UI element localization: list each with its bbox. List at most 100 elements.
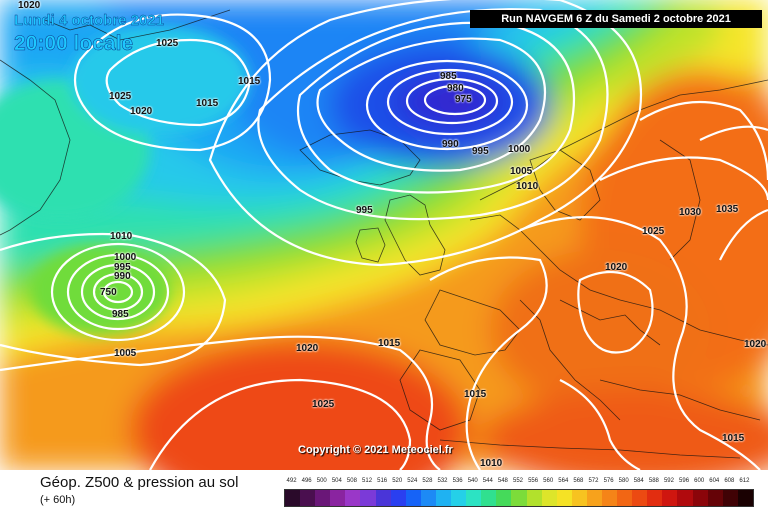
isobar-label: 1015 — [722, 433, 745, 444]
color-scale-tick: 528 — [422, 478, 433, 484]
isobar-label: 1015 — [378, 338, 401, 349]
color-scale-cell — [330, 490, 346, 506]
color-scale-tick: 608 — [724, 478, 735, 484]
isobar-label: 1015 — [464, 389, 487, 400]
weather-map: Lundi 4 octobre 2021 20:00 locale Run NA… — [0, 0, 768, 470]
color-scale-cell — [707, 490, 723, 506]
color-scale-cell — [571, 490, 587, 506]
isobar-label: 1025 — [109, 91, 132, 102]
color-scale-cell — [360, 490, 376, 506]
isobar-label: 1010 — [110, 231, 133, 242]
color-scale-cell — [451, 490, 467, 506]
color-scale-cell — [601, 490, 618, 506]
color-scale-cell — [300, 490, 316, 506]
color-scale-tick: 576 — [603, 478, 614, 484]
color-scale-tick: 552 — [512, 478, 524, 484]
color-scale-ticks: 492 496 500 504 508 512 516 520 524 528 532 536 540 5… — [284, 478, 752, 488]
color-scale-cell — [375, 490, 391, 506]
isobar-label: 995 — [472, 146, 489, 157]
color-scale-cell — [662, 490, 678, 506]
isobar-label: 1020 — [130, 106, 153, 117]
copyright-notice: Copyright © 2021 Meteociel.fr — [298, 444, 453, 456]
color-scale-tick: 596 — [679, 478, 690, 484]
forecast-local-time: 20:00 locale — [14, 32, 134, 56]
color-scale-cell — [390, 490, 406, 506]
color-scale-tick: 508 — [346, 478, 357, 484]
isobar-label: 995 — [114, 262, 131, 273]
color-scale-cell — [632, 490, 648, 506]
color-scale-tick: 516 — [377, 478, 388, 484]
color-scale-cell — [647, 490, 663, 506]
isobar-label: 975 — [455, 94, 472, 105]
color-scale-tick: 540 — [467, 478, 478, 484]
color-scale-tick: 504 — [331, 478, 342, 484]
color-scale-tick: 492 — [286, 478, 297, 484]
isobar-label: 1000 — [508, 144, 531, 155]
isobar-label: 980 — [447, 83, 464, 94]
color-scale-cell — [315, 490, 331, 506]
isobars — [0, 0, 768, 470]
isobar-label: 1010 — [480, 458, 503, 469]
isobar-label: 1025 — [642, 226, 665, 237]
color-scale-tick: 560 — [543, 478, 554, 484]
geopotential-field — [0, 0, 768, 470]
color-scale-tick: 600 — [694, 478, 705, 484]
color-scale-cell — [586, 490, 602, 506]
coastlines — [0, 9, 768, 459]
color-scale-cell — [435, 490, 452, 506]
color-scale-cell — [677, 490, 693, 506]
isobar-label: 1030 — [679, 207, 702, 218]
isobar-label: 1025 — [156, 38, 179, 49]
isobar-label: 1025 — [312, 399, 335, 410]
isobar-label: 1020 — [744, 339, 767, 350]
color-scale-tick: 588 — [648, 478, 659, 484]
color-scale-cell — [496, 490, 512, 506]
forecast-date: Lundi 4 octobre 2021 — [14, 12, 165, 29]
color-scale-tick: 544 — [482, 478, 493, 484]
run-info-banner: Run NAVGEM 6 Z du Samedi 2 octobre 2021 — [470, 10, 762, 28]
lead-time: (+ 60h) — [40, 494, 76, 506]
color-scale-tick: 512 — [362, 478, 373, 484]
color-scale-cell — [526, 490, 542, 506]
color-scale-tick: 536 — [452, 478, 463, 484]
color-scale-tick: 524 — [407, 478, 418, 484]
color-scale-cell — [345, 490, 361, 506]
isobar-label: 985 — [112, 309, 129, 320]
color-scale-tick: 572 — [588, 478, 599, 484]
isobar-label: 1005 — [114, 348, 137, 359]
color-scale-cell — [511, 490, 527, 506]
color-scale-bar — [284, 489, 754, 507]
color-scale-cell — [617, 490, 633, 506]
isobar-label: 750 — [100, 287, 117, 298]
color-scale-cell — [466, 490, 482, 506]
color-scale-tick: 532 — [437, 478, 448, 484]
color-scale-cell — [692, 490, 708, 506]
isobar-label: 1005 — [510, 166, 533, 177]
isobar-label: 1035 — [716, 204, 739, 215]
color-scale-cell — [285, 490, 301, 506]
isobar-label: 1020 — [18, 0, 41, 11]
color-scale-cell — [556, 490, 572, 506]
isobar-label: 1015 — [196, 98, 219, 109]
isobar-label: 985 — [440, 71, 457, 82]
color-scale-cell — [722, 490, 738, 506]
color-scale-tick: 548 — [497, 478, 508, 484]
isobar-label: 1010 — [516, 181, 539, 192]
color-scale-tick: 564 — [558, 478, 569, 484]
isobar-label: 990 — [114, 271, 131, 282]
color-scale-tick: 500 — [316, 478, 327, 484]
color-scale-tick: 592 — [663, 478, 674, 484]
isobar-label: 1000 — [114, 252, 137, 263]
color-scale-tick: 568 — [573, 478, 584, 484]
isobar-label: 1015 — [238, 76, 261, 87]
color-scale-tick: 584 — [633, 478, 644, 484]
color-scale-cell — [737, 490, 753, 506]
color-scale-tick: 520 — [392, 478, 403, 484]
color-scale-tick: 612 — [739, 478, 750, 484]
color-scale-cell — [405, 490, 421, 506]
map-title: Géop. Z500 & pression au sol — [40, 474, 239, 491]
isobar-label: 990 — [442, 139, 459, 150]
color-scale-cell — [420, 490, 436, 506]
color-scale-cell — [481, 490, 497, 506]
color-scale-tick: 556 — [528, 478, 539, 484]
